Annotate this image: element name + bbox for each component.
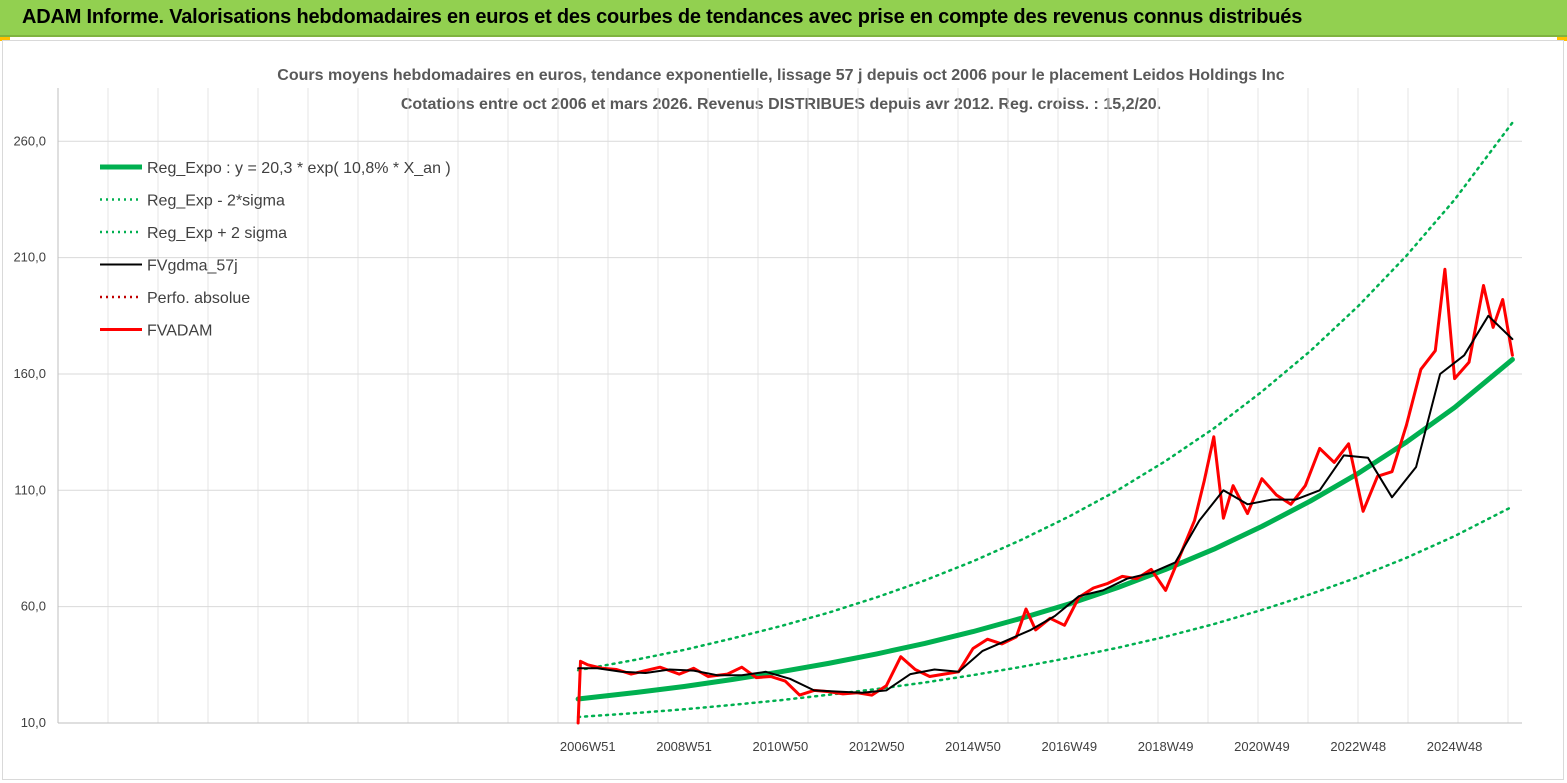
y-tick-label: 10,0 [21,715,46,730]
y-tick-label: 160,0 [13,366,46,381]
legend-label: FVADAM [147,323,212,340]
chart-frame [2,40,1564,780]
x-tick-label: 2006W51 [560,739,616,754]
chart-title: Cours moyens hebdomadaires en euros, ten… [277,67,1285,84]
x-tick-label: 2022W48 [1330,739,1386,754]
x-tick-label: 2016W49 [1041,739,1097,754]
series-reg-plus-2sigma [576,121,1514,672]
series-reg-minus-2sigma [576,505,1514,719]
y-tick-label: 210,0 [13,250,46,265]
x-tick-label: 2014W50 [945,739,1001,754]
x-tick-label: 2020W49 [1234,739,1290,754]
header-title: ADAM Informe. Valorisations hebdomadaire… [22,6,1303,28]
x-tick-label: 2008W51 [656,739,712,754]
y-tick-label: 60,0 [21,599,46,614]
x-tick-label: 2010W50 [753,739,809,754]
x-tick-label: 2024W48 [1427,739,1483,754]
legend-label: Reg_Exp + 2 sigma [147,225,287,242]
series-reg-expo [575,357,1515,702]
y-tick-label: 110,0 [14,482,46,497]
series-fvadam [576,267,1514,725]
series-layer [575,121,1515,725]
corner-mark-left [0,37,10,41]
grid [58,88,1522,724]
x-tick-label: 2018W49 [1138,739,1194,754]
axes: 10,0 60,0 110,0 160,0 210,0 260,0 2006W51 2008W… [13,88,1522,754]
legend-label: Reg_Expo : y = 20,3 * exp( 10,8% * X_an … [147,160,451,177]
corner-mark-right [1557,37,1567,41]
chart-subtitle: Cotations entre oct 2006 et mars 2026. R… [401,96,1161,113]
x-tick-label: 2012W50 [849,739,905,754]
legend-label: Perfo. absolue [147,290,250,307]
legend: Reg_Expo : y = 20,3 * exp( 10,8% * X_an … [100,160,451,340]
legend-label: FVgdma_57j [147,258,238,275]
header-banner: ADAM Informe. Valorisations hebdomadaire… [0,0,1567,37]
legend-label: Reg_Exp - 2*sigma [147,193,285,210]
y-tick-label: 260,0 [13,133,46,148]
series-fvgdma-57j [577,314,1514,694]
